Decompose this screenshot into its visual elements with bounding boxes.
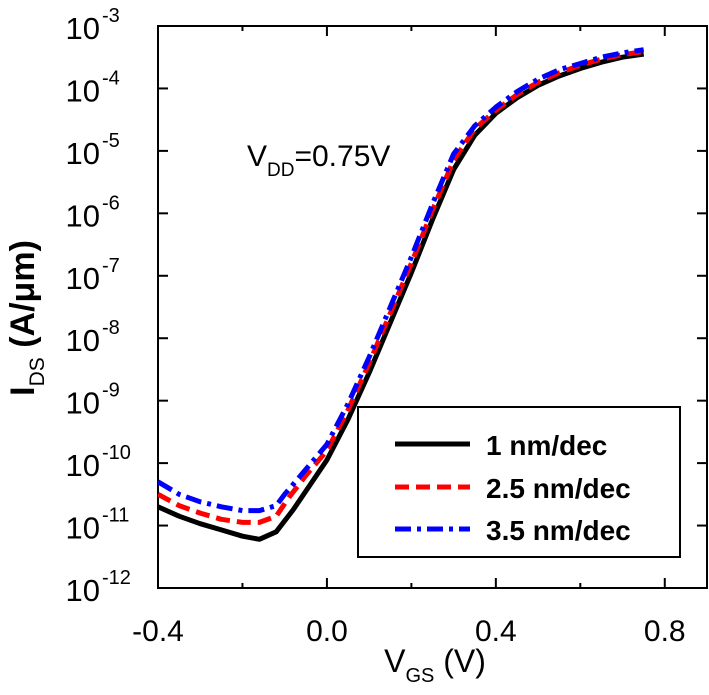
vdd-annotation-sub: DD [267, 160, 294, 181]
x-tick-label: -0.4 [132, 615, 184, 648]
y-tick-power: -3 [102, 5, 120, 27]
y-tick-label: 10 -10 [66, 442, 131, 483]
y-tick-power: -11 [102, 505, 129, 527]
legend-label-3-5nm: 3.5 nm/dec [486, 515, 631, 546]
y-tick-label: 10 -9 [66, 380, 120, 421]
y-tick-label: 10 -3 [66, 5, 120, 46]
legend: 1 nm/dec 2.5 nm/dec 3.5 nm/dec [357, 406, 681, 558]
y-tick-label: 10 -12 [66, 567, 131, 608]
y-tick-base: 10 [66, 136, 100, 171]
y-tick-power: -5 [102, 130, 120, 152]
series-line-1 [158, 51, 645, 542]
y-tick-label: 10 -6 [66, 192, 120, 233]
y-tick-label: 10 -5 [66, 130, 120, 171]
legend-label-2-5nm: 2.5 nm/dec [486, 473, 631, 504]
series-line-2 [158, 49, 645, 525]
y-tick-base: 10 [66, 11, 100, 46]
y-axis-label-rest: (A/μm) [4, 240, 42, 357]
y-tick-label: 10 -4 [66, 67, 120, 108]
y-tick-power: -10 [102, 442, 131, 464]
vdd-annotation-main: V [247, 140, 267, 173]
y-tick-base: 10 [66, 261, 100, 296]
legend-label-1nm: 1 nm/dec [486, 430, 607, 461]
y-tick-power: -4 [102, 67, 120, 89]
series-layer [158, 47, 645, 542]
y-tick-base: 10 [66, 511, 100, 546]
y-tick-base: 10 [66, 198, 100, 233]
y-tick-base: 10 [66, 573, 100, 608]
y-tick-base: 10 [66, 386, 100, 421]
x-tick-label: 0.4 [475, 615, 517, 648]
y-tick-base: 10 [66, 73, 100, 108]
x-tick-label: 0.0 [306, 615, 348, 648]
x-tick-label: 0.8 [644, 615, 686, 648]
y-tick-base: 10 [66, 323, 100, 358]
vdd-annotation: VDD=0.75V [247, 140, 390, 181]
vdd-annotation-rest: =0.75V [294, 140, 390, 173]
y-tick-power: -12 [102, 567, 131, 589]
y-tick-power: -9 [102, 380, 120, 402]
y-tick-power: -6 [102, 192, 120, 214]
y-tick-labels: 10-310-410-510-610-710-810-910-1010-1110… [66, 5, 131, 608]
y-tick-label: 10 -8 [66, 317, 120, 358]
y-tick-power: -7 [102, 255, 120, 277]
x-axis-label-rest: (V) [434, 643, 486, 679]
y-axis-label: IDS (A/μm) [4, 240, 49, 396]
y-tick-label: 10 -11 [66, 505, 130, 546]
y-tick-power: -8 [102, 317, 120, 339]
x-axis-label-sub: GS [405, 665, 434, 687]
plot-frame [157, 25, 708, 589]
y-tick-base: 10 [66, 448, 100, 483]
x-axis-label-main: V [384, 643, 406, 679]
series-line-3 [158, 47, 645, 514]
x-axis-label: VGS (V) [384, 643, 486, 687]
y-axis-label-main: I [4, 386, 42, 395]
y-tick-label: 10 -7 [66, 255, 120, 296]
y-axis-label-sub: DS [26, 357, 49, 386]
axis-ticks [157, 25, 707, 589]
legend-box [357, 406, 681, 558]
x-tick-labels: -0.4 0.0 0.4 0.8 [132, 615, 685, 648]
